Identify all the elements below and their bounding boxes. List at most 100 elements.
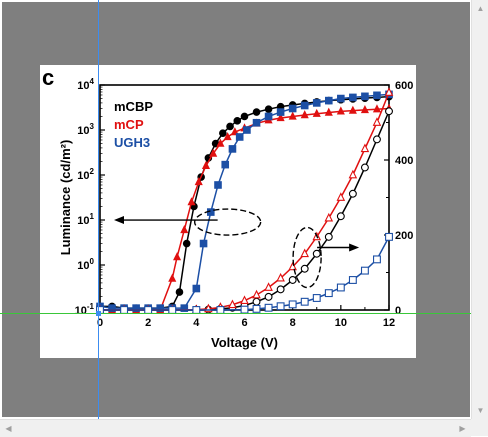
data-point (385, 107, 393, 116)
data-point (348, 169, 358, 179)
data-point (300, 101, 309, 110)
data-point (199, 239, 208, 248)
image-canvas[interactable]: c 0 2 4 6 8 10 12 10-1 100 101 102 103 104 0 200 400 600 V… (2, 2, 470, 417)
data-point (264, 292, 273, 301)
vertical-guide-line[interactable] (98, 0, 99, 419)
x-tick-label: 12 (383, 317, 395, 329)
chevron-down-icon[interactable]: ▼ (476, 406, 485, 415)
data-point (300, 297, 309, 306)
data-point (233, 117, 242, 125)
data-point (264, 282, 273, 291)
data-point (209, 148, 218, 157)
y-left-tick-label: 10-1 (75, 302, 95, 317)
dashed-ellipse-annotation (292, 226, 322, 289)
data-point (372, 104, 382, 113)
data-point (252, 297, 261, 306)
data-point (243, 126, 251, 134)
data-point (219, 129, 227, 137)
data-point (312, 99, 321, 107)
y-left-tick-exponent: -1 (87, 302, 95, 311)
data-point (194, 177, 203, 186)
y-right-tick-label: 0 (395, 305, 401, 317)
y-left-tick-base: 10 (77, 215, 89, 227)
data-point (288, 261, 297, 271)
data-point (373, 135, 381, 144)
scrollbar-corner (471, 419, 488, 436)
x-tick-label: 4 (193, 317, 200, 329)
y-left-tick-base: 10 (77, 125, 89, 137)
data-point (264, 105, 273, 113)
horizontal-guide-line[interactable] (0, 313, 471, 314)
series-line-ugh3-left (99, 93, 390, 309)
legend-entry: mCBP (114, 99, 153, 114)
data-point (324, 289, 333, 298)
data-point (252, 304, 261, 313)
y-left-tick-label: 103 (77, 122, 94, 137)
legend-entry: mCP (114, 117, 144, 132)
y-left-tick-base: 10 (75, 305, 87, 317)
data-point (180, 225, 189, 234)
data-point (264, 112, 273, 121)
dashed-ellipse-annotation (193, 208, 262, 236)
y-left-axis-title: Luminance (cd/m²) (58, 140, 73, 256)
data-point (324, 107, 333, 116)
arrow-left-icon (114, 216, 124, 225)
chevron-up-icon[interactable]: ▲ (476, 4, 485, 13)
guide-intersection-marker[interactable] (96, 311, 101, 316)
data-point (156, 304, 165, 312)
y-left-tick-label: 102 (77, 167, 94, 182)
data-point (168, 273, 177, 282)
data-point (175, 288, 184, 296)
chevron-left-icon[interactable]: ◀ (5, 424, 12, 433)
x-tick-label: 6 (241, 317, 247, 329)
data-point (360, 163, 369, 172)
data-point (132, 304, 140, 312)
chevron-right-icon[interactable]: ▶ (459, 424, 466, 433)
y-left-tick-exponent: 1 (90, 212, 95, 221)
data-point (235, 133, 244, 141)
data-point (214, 181, 222, 189)
panel-label: c (42, 65, 54, 90)
data-point (312, 249, 321, 258)
y-left-tick-exponent: 3 (90, 122, 95, 131)
y-left-tick-exponent: 0 (90, 257, 95, 266)
data-point (240, 295, 249, 304)
data-point (312, 294, 321, 302)
data-point (288, 276, 297, 284)
y-left-tick-base: 10 (77, 80, 89, 92)
data-point (360, 143, 370, 153)
data-point (252, 289, 261, 299)
data-point (192, 284, 201, 293)
data-point (276, 113, 285, 122)
data-point (226, 122, 234, 131)
data-point (223, 132, 232, 141)
data-point (324, 212, 334, 222)
data-point (264, 303, 273, 312)
data-point (373, 91, 381, 100)
y-left-tick-base: 10 (77, 170, 89, 182)
data-point (228, 145, 237, 153)
luminance-current-chart: c0 2 4 6 8 10 1210-11001011021031040200400600V… (42, 65, 434, 350)
data-point (230, 127, 239, 136)
data-point (361, 92, 369, 101)
data-point (187, 197, 196, 206)
data-point (276, 108, 285, 116)
data-point (348, 189, 357, 198)
y-left-tick-label: 101 (77, 212, 94, 227)
horizontal-scrollbar[interactable]: ◀ ▶ (0, 419, 471, 437)
data-point (228, 299, 237, 309)
data-point (349, 93, 357, 102)
data-point (312, 108, 321, 117)
legend-entry: UGH3 (114, 135, 150, 150)
data-point (300, 110, 309, 119)
data-point (336, 192, 346, 201)
data-point (373, 255, 381, 264)
y-left-tick-label: 100 (77, 257, 94, 272)
vertical-scrollbar[interactable]: ▲ ▼ (471, 0, 488, 419)
y-right-tick-label: 400 (395, 155, 413, 167)
x-tick-label: 8 (290, 317, 296, 329)
y-left-tick-exponent: 4 (90, 77, 95, 86)
x-axis-title: Voltage (V) (211, 335, 278, 350)
data-point (252, 118, 261, 127)
